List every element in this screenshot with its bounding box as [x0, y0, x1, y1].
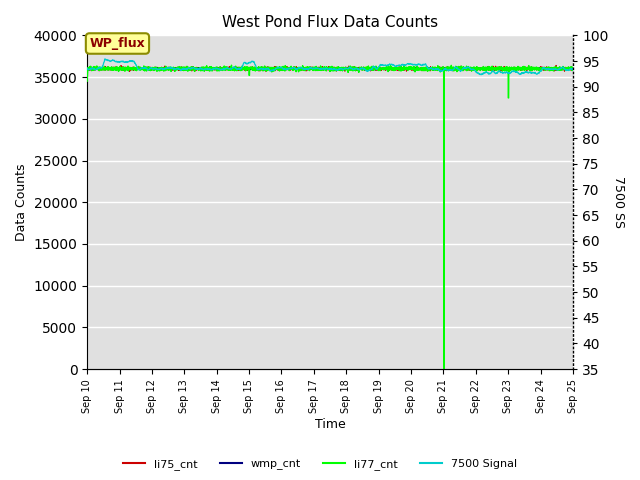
Legend: li75_cnt, wmp_cnt, li77_cnt, 7500 Signal: li75_cnt, wmp_cnt, li77_cnt, 7500 Signal	[118, 455, 522, 474]
Y-axis label: 7500 SS: 7500 SS	[612, 176, 625, 228]
Text: WP_flux: WP_flux	[90, 37, 145, 50]
Y-axis label: Data Counts: Data Counts	[15, 164, 28, 241]
X-axis label: Time: Time	[315, 419, 346, 432]
Title: West Pond Flux Data Counts: West Pond Flux Data Counts	[222, 15, 438, 30]
